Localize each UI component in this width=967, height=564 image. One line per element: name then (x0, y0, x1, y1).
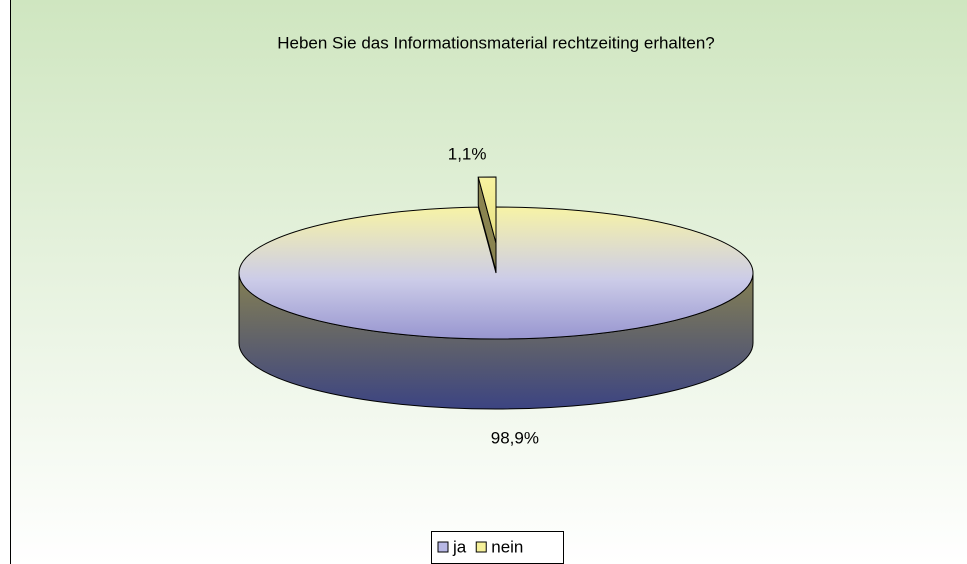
legend-items: ja nein (437, 537, 523, 556)
slice (238, 206, 754, 340)
pie (238, 176, 754, 410)
legend-swatch (475, 541, 487, 553)
legend-swatch (437, 541, 449, 553)
chart-title: Heben Sie das Informationsmaterial recht… (277, 33, 715, 52)
data-label: 98,9% (491, 428, 539, 447)
slice (477, 176, 497, 244)
legend (431, 531, 564, 564)
legend-label: ja (452, 537, 467, 556)
data-label: 1,1% (448, 145, 487, 164)
legend-label: nein (491, 537, 523, 556)
